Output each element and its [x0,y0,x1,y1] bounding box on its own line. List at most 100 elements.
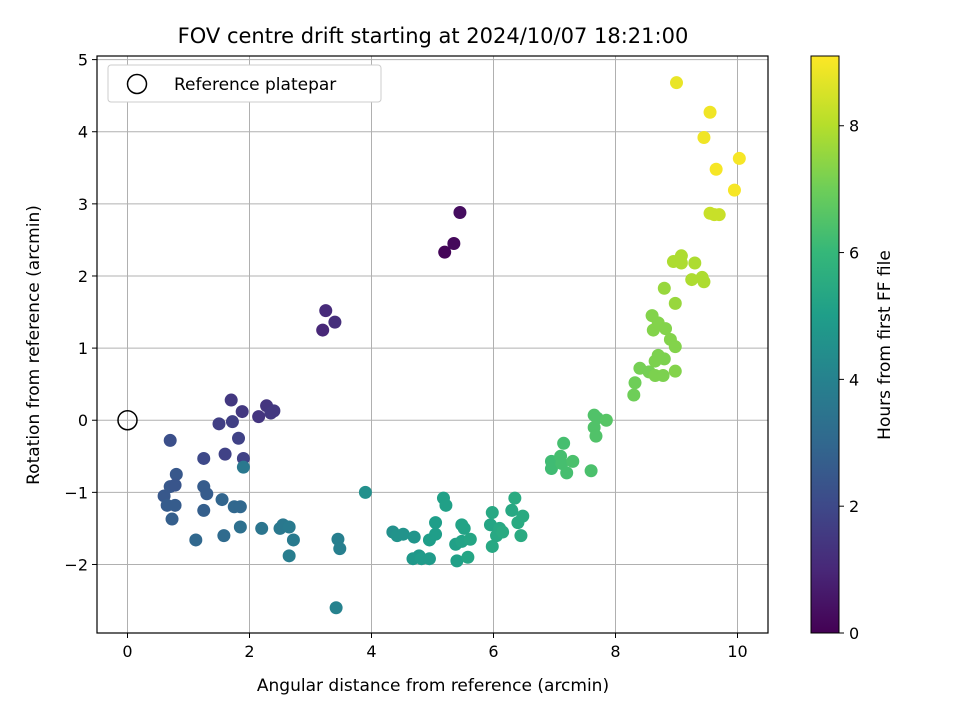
data-point [255,521,269,535]
data-point [233,520,247,534]
data-point [212,417,226,431]
data-point [438,245,452,259]
data-point [168,478,182,492]
data-point [422,552,436,566]
x-tick-label: 10 [727,642,747,661]
x-tick-label: 8 [610,642,620,661]
data-point [329,601,343,615]
y-tick-label: 1 [78,339,88,358]
data-point [674,256,688,270]
data-point [316,323,330,337]
y-tick-label: 3 [78,195,88,214]
data-point [236,460,250,474]
data-point [218,447,232,461]
data-point [656,369,670,383]
data-point [447,237,461,251]
data-point [197,503,211,517]
data-point [450,554,464,568]
data-point [712,208,726,222]
data-point [668,296,682,310]
data-point [168,498,182,512]
data-point [516,509,530,523]
data-point [505,503,519,517]
data-point [439,498,453,512]
colorbar-gradient [810,55,840,634]
data-point [235,405,249,419]
data-point [557,436,571,450]
data-point [508,491,522,505]
x-tick-label: 0 [122,642,132,661]
x-tick-label: 6 [488,642,498,661]
y-axis-ticks: −2 −1 0 1 2 3 4 5 [64,51,97,574]
data-point [328,315,342,329]
reference-platepar-point [117,409,138,431]
x-axis-ticks: 0 2 4 6 8 10 [122,633,748,661]
data-point [657,281,671,295]
y-axis-label: Rotation from reference (arcmin) [24,205,44,485]
chart-title: FOV centre drift starting at 2024/10/07 … [178,24,689,48]
data-point [282,520,296,534]
data-point [627,388,641,402]
colorbar-ticks: 0 2 4 6 8 [839,117,859,643]
y-tick-label: 5 [78,51,88,70]
x-axis-label: Angular distance from reference (arcmin) [257,676,609,696]
data-point [544,462,558,476]
data-point [225,415,239,429]
data-point [407,530,421,544]
plot-frame [96,55,769,634]
data-point [358,485,372,499]
data-point [668,340,682,354]
data-point [189,533,203,547]
y-tick-label: 4 [78,123,88,142]
data-point [732,151,746,165]
data-point [224,393,238,407]
data-point [429,527,443,541]
data-point [514,529,528,543]
data-point [165,512,179,526]
data-point [584,464,598,478]
data-point [485,506,499,520]
data-point [215,493,229,507]
data-points [157,76,746,615]
data-point [703,105,717,119]
grid-lines [97,56,768,633]
y-tick-label: −1 [64,483,88,502]
data-point [560,466,574,480]
data-point [333,542,347,556]
y-tick-label: 2 [78,267,88,286]
data-point [282,549,296,563]
data-point [668,364,682,378]
data-point [628,376,642,390]
x-tick-label: 4 [366,642,376,661]
data-point [657,352,671,366]
data-point [286,533,300,547]
data-point [233,500,247,514]
data-point [396,527,410,541]
data-point [727,183,741,197]
data-point [688,256,702,270]
data-point [457,521,471,535]
colorbar-tick-label: 2 [849,497,859,516]
data-point [319,304,333,318]
data-point [169,467,183,481]
y-tick-label: −2 [64,555,88,574]
data-point [496,525,510,539]
data-point [709,162,723,176]
data-point [461,550,475,564]
data-point [197,451,211,465]
colorbar: 0 2 4 6 8 Hours from first FF file [810,55,895,643]
data-point [566,454,580,468]
colorbar-tick-label: 6 [849,244,859,263]
data-point [252,410,266,424]
data-point [200,487,214,501]
reference-marker [117,409,138,431]
legend-box [107,64,382,103]
y-tick-label: 0 [78,411,88,430]
x-tick-label: 2 [244,642,254,661]
data-point [697,131,711,145]
legend-entry-reference: Reference platepar [174,75,336,95]
data-point [485,539,499,553]
data-point [217,529,231,543]
data-point [599,413,613,427]
